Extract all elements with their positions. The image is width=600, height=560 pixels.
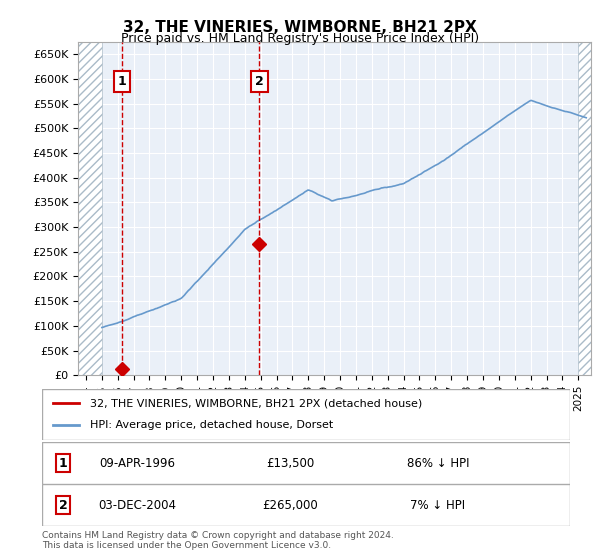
Text: 09-APR-1996: 09-APR-1996 xyxy=(99,457,175,470)
Text: 2: 2 xyxy=(59,499,67,512)
Text: 32, THE VINERIES, WIMBORNE, BH21 2PX (detached house): 32, THE VINERIES, WIMBORNE, BH21 2PX (de… xyxy=(89,398,422,408)
Text: Price paid vs. HM Land Registry's House Price Index (HPI): Price paid vs. HM Land Registry's House … xyxy=(121,32,479,45)
Text: 32, THE VINERIES, WIMBORNE, BH21 2PX: 32, THE VINERIES, WIMBORNE, BH21 2PX xyxy=(123,20,477,35)
Text: £13,500: £13,500 xyxy=(266,457,314,470)
Text: 1: 1 xyxy=(59,457,67,470)
Text: 1: 1 xyxy=(118,75,127,88)
FancyBboxPatch shape xyxy=(42,484,570,526)
Text: 2: 2 xyxy=(255,75,264,88)
Text: Contains HM Land Registry data © Crown copyright and database right 2024.
This d: Contains HM Land Registry data © Crown c… xyxy=(42,531,394,550)
Text: 7% ↓ HPI: 7% ↓ HPI xyxy=(410,499,466,512)
Text: HPI: Average price, detached house, Dorset: HPI: Average price, detached house, Dors… xyxy=(89,421,333,431)
Text: £265,000: £265,000 xyxy=(262,499,318,512)
FancyBboxPatch shape xyxy=(42,442,570,484)
Text: 03-DEC-2004: 03-DEC-2004 xyxy=(98,499,176,512)
FancyBboxPatch shape xyxy=(42,389,570,440)
Text: 86% ↓ HPI: 86% ↓ HPI xyxy=(407,457,469,470)
